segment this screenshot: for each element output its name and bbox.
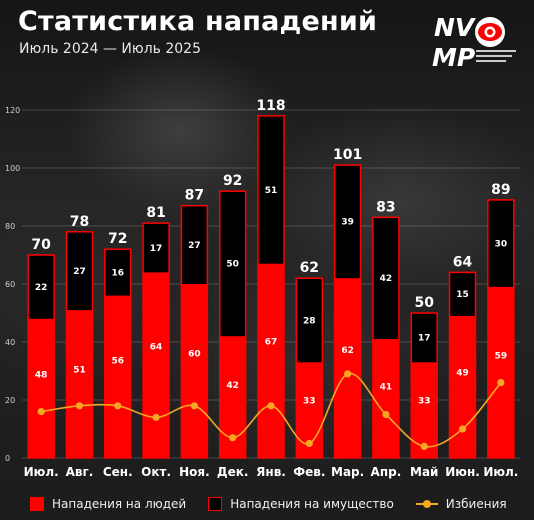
beatings-point: [190, 402, 198, 410]
bar-property-label: 27: [73, 267, 86, 277]
x-tick-label: Ноя.: [179, 465, 210, 479]
bar-total-label: 92: [223, 173, 242, 189]
bar-people: [372, 339, 399, 458]
bar-property-label: 51: [265, 186, 278, 196]
x-tick-label: Фев.: [293, 465, 325, 479]
legend-swatch-beatings: [415, 497, 438, 511]
bar-people: [28, 318, 55, 458]
legend-item-property: Нападения на имущество: [208, 497, 394, 511]
bar-total-label: 70: [31, 237, 51, 253]
x-tick-label: Мар.: [331, 465, 364, 479]
bar-people: [104, 295, 131, 458]
bar-property-label: 50: [226, 260, 239, 270]
y-tick-label: 0: [5, 454, 10, 463]
bar-property-label: 17: [418, 334, 431, 344]
bar-total-label: 89: [491, 182, 510, 198]
beatings-point: [37, 408, 45, 416]
bar-people: [449, 315, 476, 458]
nvmp-logo-eye-icon: NV MP: [432, 13, 516, 70]
beatings-point: [420, 442, 428, 450]
bar-total-label: 64: [453, 254, 473, 270]
x-tick-label: Окт.: [141, 465, 171, 479]
bar-people: [258, 263, 284, 458]
y-tick-label: 40: [5, 338, 15, 347]
beatings-point: [267, 402, 275, 410]
beatings-point: [75, 402, 84, 410]
legend-swatch-property: [208, 497, 223, 511]
legend-label-beatings: Избиения: [445, 497, 507, 511]
bar-property-label: 27: [188, 241, 201, 251]
x-tick-label: Сен.: [103, 465, 133, 479]
x-tick-label: Июл.: [483, 465, 518, 479]
y-tick-label: 60: [5, 280, 15, 289]
beatings-point: [305, 439, 313, 448]
logo-text-mp: MP: [432, 43, 475, 70]
y-tick-label: 80: [5, 222, 15, 231]
bar-total-label: 72: [108, 231, 127, 247]
bar-people: [181, 284, 208, 458]
bar-people-label: 33: [418, 397, 431, 407]
bar-property-label: 17: [150, 244, 163, 254]
x-tick-label: Апр.: [371, 465, 402, 479]
bar-people: [487, 286, 514, 458]
bar-people-label: 67: [265, 337, 278, 347]
bar-people-label: 48: [35, 370, 48, 380]
bar-people: [66, 310, 93, 458]
bar-total-label: 62: [300, 260, 319, 276]
bar-people-label: 62: [341, 346, 354, 356]
page-title: Статистика нападений: [18, 6, 378, 37]
beatings-point: [114, 402, 122, 410]
bar-property-label: 30: [495, 239, 508, 249]
bar-people-label: 64: [150, 343, 163, 353]
bar-people-label: 51: [73, 365, 86, 375]
legend-swatch-people: [30, 497, 44, 511]
bar-people-label: 49: [456, 369, 469, 379]
bar-property-label: 39: [341, 218, 354, 228]
chart-legend: Нападения на людей Нападения на имуществ…: [30, 494, 529, 514]
bar-people-label: 42: [226, 381, 239, 391]
beatings-point: [229, 434, 237, 442]
bar-total-label: 118: [256, 98, 285, 114]
bar-property-label: 28: [303, 316, 316, 326]
x-tick-label: Июл.: [24, 465, 59, 479]
bar-property-label: 16: [112, 268, 125, 278]
bar-total-label: 78: [70, 214, 89, 230]
bar-total-label: 83: [376, 199, 395, 215]
bar-people-label: 56: [112, 357, 125, 367]
beatings-point: [497, 379, 505, 387]
logo-text-nv: NV: [434, 13, 476, 42]
bar-people-label: 41: [380, 383, 393, 393]
x-tick-label: Май: [410, 465, 438, 479]
bar-property-label: 22: [35, 283, 48, 293]
legend-item-people: Нападения на людей: [30, 497, 186, 511]
bar-property-label: 15: [456, 290, 469, 300]
y-tick-label: 20: [5, 396, 15, 405]
x-tick-label: Дек.: [217, 465, 249, 479]
bar-total-label: 87: [185, 188, 204, 204]
bar-people-label: 33: [303, 397, 316, 407]
beatings-point: [344, 370, 352, 378]
bar-total-label: 50: [414, 295, 434, 311]
bar-people: [334, 278, 361, 458]
legend-item-beatings: Избиения: [415, 497, 507, 511]
beatings-point: [458, 425, 467, 433]
x-tick-label: Авг.: [66, 465, 94, 479]
bar-total-label: 81: [146, 205, 165, 221]
bar-people: [143, 272, 170, 458]
bar-total-label: 101: [333, 147, 362, 163]
bar-property-label: 42: [380, 274, 393, 284]
y-tick-label: 100: [5, 164, 20, 173]
bar-people-label: 59: [495, 351, 508, 361]
page-subtitle: Июль 2024 — Июль 2025: [19, 41, 201, 57]
beatings-point: [382, 410, 390, 419]
bar-people-label: 60: [188, 350, 201, 360]
beatings-point: [152, 413, 160, 421]
legend-label-property: Нападения на имущество: [230, 497, 394, 511]
legend-label-people: Нападения на людей: [52, 497, 187, 511]
x-tick-label: Июн.: [445, 465, 480, 479]
y-tick-label: 120: [5, 106, 20, 115]
x-tick-label: Янв.: [256, 465, 286, 479]
